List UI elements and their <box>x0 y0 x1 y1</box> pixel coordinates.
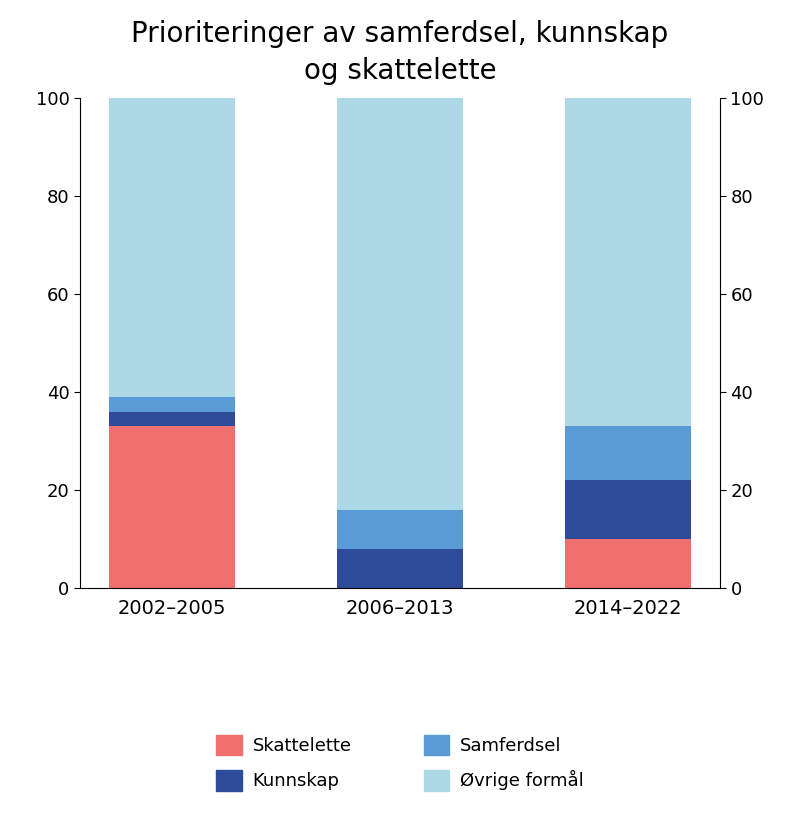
Bar <box>109 426 234 588</box>
Bar <box>109 98 234 397</box>
Bar <box>338 549 462 588</box>
Bar <box>109 412 234 426</box>
Bar <box>109 397 234 412</box>
Bar <box>566 480 691 539</box>
Legend: Skattelette, Kunnskap, Samferdsel, Øvrige formål: Skattelette, Kunnskap, Samferdsel, Øvrig… <box>207 725 593 800</box>
Bar <box>566 539 691 588</box>
Title: Prioriteringer av samferdsel, kunnskap
og skattelette: Prioriteringer av samferdsel, kunnskap o… <box>131 20 669 85</box>
Bar <box>338 510 462 549</box>
Bar <box>566 98 691 426</box>
Bar <box>338 98 462 510</box>
Bar <box>566 426 691 480</box>
